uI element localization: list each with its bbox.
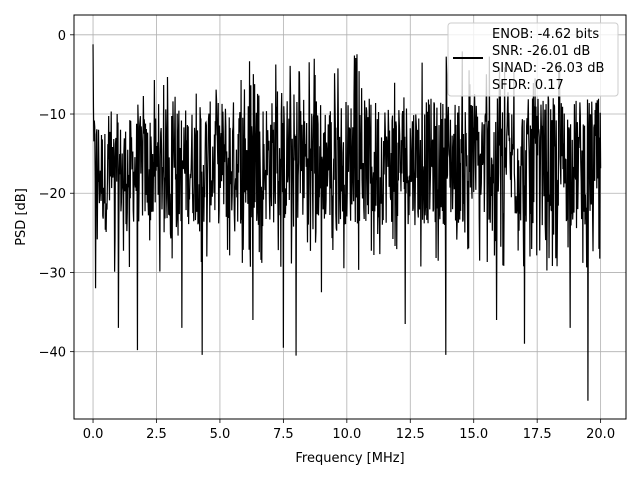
y-tick-label: −10 — [39, 108, 66, 123]
x-tick-label: 2.5 — [146, 427, 167, 442]
legend-line-sinad: SINAD: -26.03 dB — [492, 61, 604, 76]
y-tick-label: 0 — [58, 29, 66, 44]
x-tick-label: 7.5 — [273, 427, 294, 442]
x-tick-label: 0.0 — [83, 427, 104, 442]
plot-frame — [73, 14, 627, 420]
axis-ticks: 0.0 2.5 5.0 7.5 10.0 12.5 15.0 17.5 20.0 0 −10 −20 −… — [39, 29, 616, 442]
y-tick-label: −30 — [39, 266, 66, 281]
legend-line-enob: ENOB: -4.62 bits — [492, 27, 599, 42]
legend-line-sfdr: SFDR: 0.17 — [492, 78, 564, 93]
legend-line-snr: SNR: -26.01 dB — [492, 44, 590, 59]
psd-series — [92, 44, 602, 401]
y-axis-label: PSD [dB] — [14, 188, 29, 246]
x-tick-label: 17.5 — [523, 427, 552, 442]
x-tick-label: 12.5 — [396, 427, 425, 442]
y-tick-label: −20 — [39, 187, 66, 202]
x-tick-label: 15.0 — [459, 427, 488, 442]
y-tick-label: −40 — [39, 346, 66, 361]
x-tick-label: 10.0 — [332, 427, 361, 442]
legend: ENOB: -4.62 bits SNR: -26.01 dB SINAD: -… — [447, 22, 619, 97]
x-axis-label: Frequency [MHz] — [295, 451, 404, 466]
psd-line — [92, 44, 602, 401]
x-tick-label: 5.0 — [210, 427, 231, 442]
x-tick-label: 20.0 — [586, 427, 615, 442]
legend-box — [447, 22, 619, 97]
